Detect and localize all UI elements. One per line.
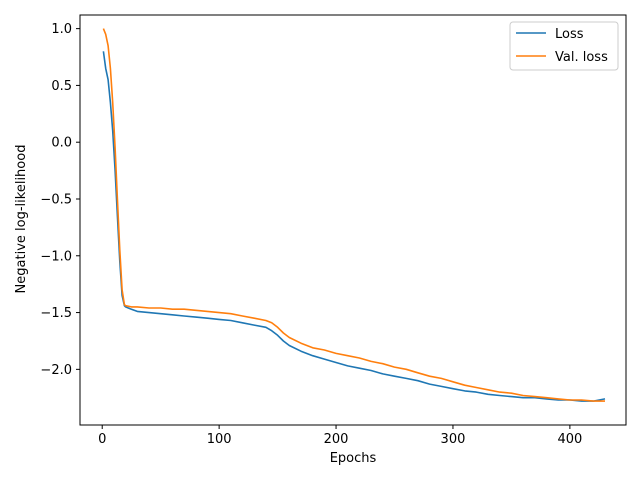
x-tick-label: 100 bbox=[207, 432, 232, 447]
y-tick-label: −2.0 bbox=[40, 363, 72, 378]
x-axis-ticks: 0 100 200 300 400 bbox=[98, 425, 582, 447]
y-tick-label: 1.0 bbox=[51, 22, 72, 37]
legend-label-loss: Loss bbox=[555, 27, 584, 42]
y-tick-label: 0.5 bbox=[51, 79, 72, 94]
x-tick-label: 0 bbox=[98, 432, 106, 447]
y-axis-ticks: 1.0 0.5 0.0 −0.5 −1.0 −1.5 −2.0 bbox=[40, 22, 80, 378]
plot-area bbox=[80, 15, 626, 425]
x-tick-label: 400 bbox=[557, 432, 582, 447]
y-tick-label: −1.5 bbox=[40, 306, 72, 321]
legend-label-val-loss: Val. loss bbox=[555, 50, 608, 65]
plot-frame bbox=[79, 14, 627, 426]
series-line-loss bbox=[102, 51, 606, 402]
legend-box bbox=[509, 21, 619, 71]
y-tick-label: 0.0 bbox=[51, 136, 72, 151]
y-tick-label: −0.5 bbox=[40, 192, 72, 207]
x-axis-label: Epochs bbox=[330, 451, 377, 466]
x-tick-label: 200 bbox=[324, 432, 349, 447]
legend: Loss Val. loss bbox=[509, 21, 619, 71]
series-line-val-loss bbox=[102, 28, 605, 402]
y-tick-label: −1.0 bbox=[40, 249, 72, 264]
series-layer bbox=[102, 28, 606, 402]
y-axis-label: Negative log-likelihood bbox=[14, 145, 29, 294]
x-tick-label: 300 bbox=[441, 432, 466, 447]
